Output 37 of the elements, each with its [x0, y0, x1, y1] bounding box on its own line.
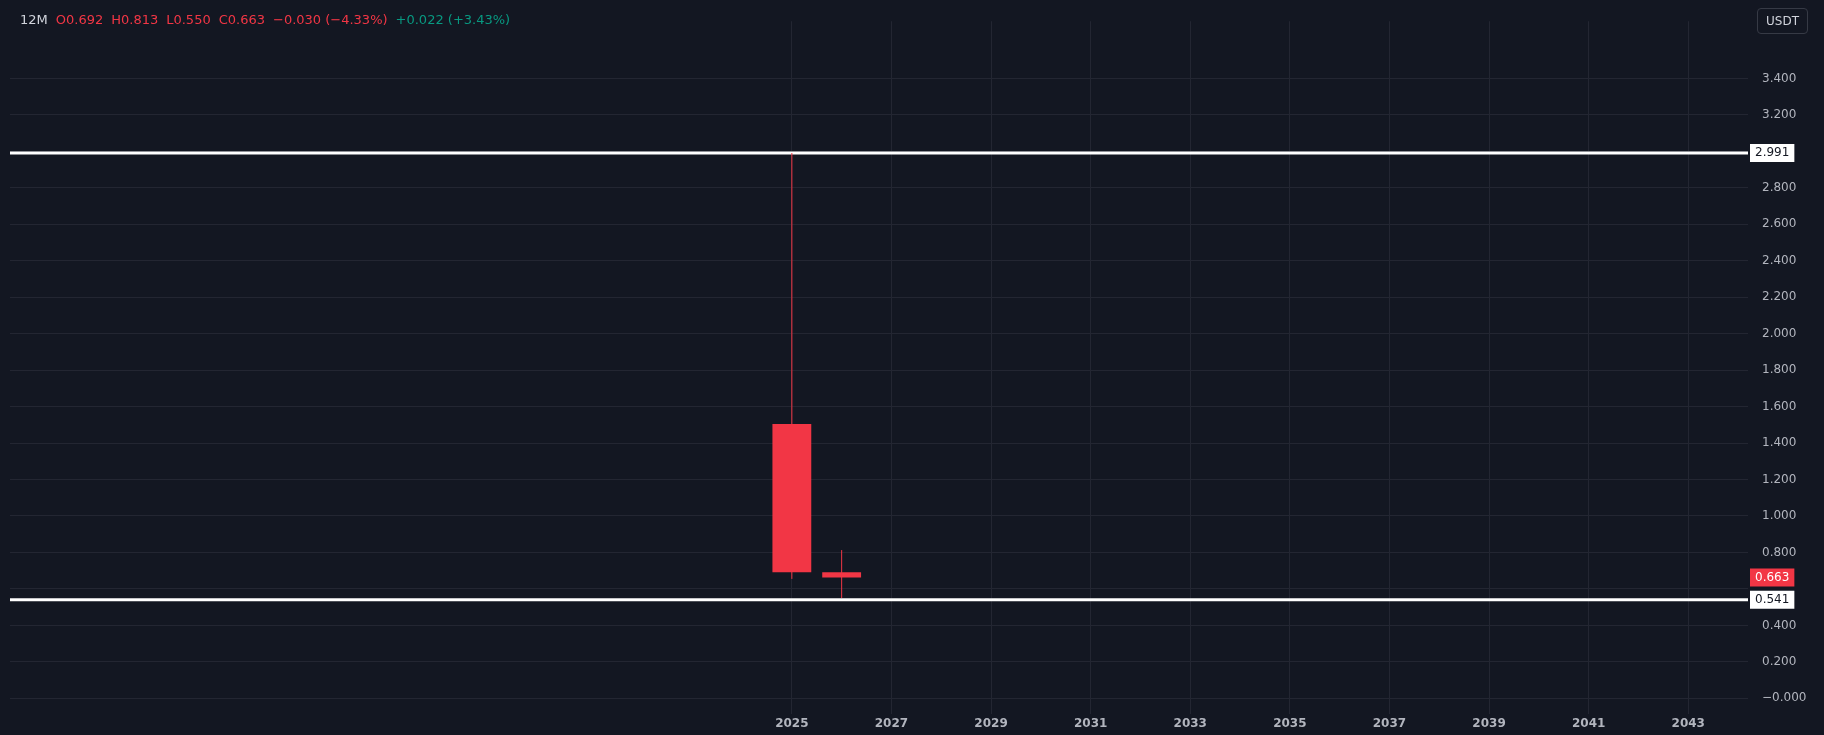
x-tick-label: 2033 [1173, 716, 1207, 731]
chart-title: 12M [20, 12, 48, 27]
annotation: C0.663 [218, 12, 265, 27]
x-tick-label: 2043 [1671, 716, 1705, 731]
y-tick-label: 0.200 [1762, 653, 1797, 668]
annotation: L0.550 [166, 12, 211, 27]
text: 0.663 [1755, 569, 1790, 584]
x-tick-label: 2035 [1273, 716, 1307, 731]
y-tick-label: 2.800 [1762, 179, 1797, 194]
x-tick-label: 2037 [1372, 716, 1407, 731]
y-tick-label: 3.200 [1762, 107, 1797, 122]
annotation: O0.692 [55, 12, 104, 27]
x-tick-label: 2029 [974, 716, 1008, 731]
x-tick-label: 2025 [775, 716, 809, 731]
y-tick-label: 2.400 [1762, 252, 1797, 267]
x-tick-label: 2027 [874, 716, 909, 731]
y-tick-label: 2.000 [1762, 325, 1797, 340]
y-tick-label: 0.400 [1762, 617, 1797, 632]
annotation: +0.022 (+3.43%) [395, 12, 511, 27]
y-tick-label: 1.000 [1762, 508, 1797, 523]
annotation: −0.030 (−4.33%) [272, 12, 388, 27]
y-tick-label: 2.600 [1762, 216, 1797, 231]
y-tick-label: 1.200 [1762, 471, 1797, 486]
ref-line-label: 2.991 [1755, 145, 1790, 160]
x-tick-label: 2031 [1073, 716, 1108, 731]
y-axis-title: USDT [1757, 8, 1808, 34]
x-tick-label: 2041 [1571, 716, 1606, 731]
annotation: H0.813 [111, 12, 159, 27]
y-tick-label: −0.000 [1762, 690, 1807, 705]
y-tick-label: 2.200 [1762, 289, 1797, 304]
ref-line-label: 0.541 [1755, 591, 1790, 606]
y-tick-label: 1.800 [1762, 362, 1797, 377]
y-tick-label: 0.800 [1762, 544, 1797, 559]
y-tick-label: 1.400 [1762, 435, 1797, 450]
y-tick-label: 1.600 [1762, 398, 1797, 413]
y-tick-label: 3.400 [1762, 70, 1797, 85]
x-tick-label: 2039 [1472, 716, 1506, 731]
